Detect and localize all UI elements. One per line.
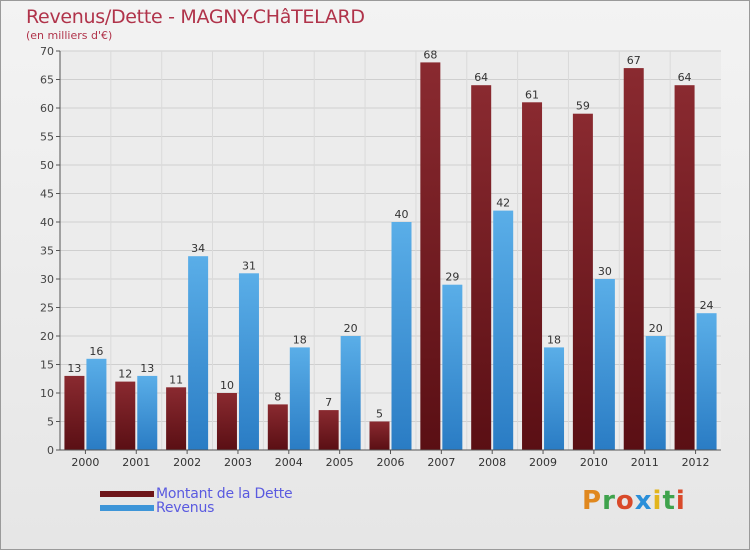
logo-letter: o [615,486,635,516]
legend-label-revenus: Revenus [156,500,215,516]
bar-revenus [594,279,615,450]
bar-label-dette: 59 [576,100,590,113]
x-tick-label: 2000 [71,456,99,469]
x-tick-label: 2012 [682,456,710,469]
bar-dette [64,375,85,450]
bar-dette [420,62,441,451]
bar-label-revenus: 18 [547,333,561,346]
bar-dette [267,404,288,450]
bar-dette [369,421,390,450]
y-tick-label: 45 [40,188,54,201]
bar-label-dette: 7 [325,396,332,409]
x-tick-label: 2010 [580,456,608,469]
logo-letter: P [582,486,603,516]
bar-label-revenus: 30 [598,265,612,278]
bar-label-revenus: 42 [496,197,510,210]
logo-letter: i [675,486,686,516]
y-tick-label: 20 [40,330,54,343]
logo-letter: r [602,486,616,516]
y-tick-label: 25 [40,302,54,315]
bar-revenus [238,273,259,450]
x-tick-label: 2008 [478,456,506,469]
bar-label-revenus: 20 [344,322,358,335]
bar-label-revenus: 29 [445,271,459,284]
bar-revenus [544,347,565,450]
x-tick-label: 2002 [173,456,201,469]
x-tick-label: 2005 [326,456,354,469]
legend-swatch-dette [100,491,154,497]
bar-label-dette: 12 [118,368,132,381]
y-tick-label: 35 [40,245,54,258]
bar-revenus [340,336,361,450]
bar-label-revenus: 13 [140,362,154,375]
legend-label-dette: Montant de la Dette [156,486,293,502]
bar-revenus [188,256,209,450]
x-tick-label: 2007 [427,456,455,469]
bar-label-revenus: 16 [89,345,103,358]
bar-dette [115,381,136,450]
bar-revenus [442,284,463,450]
bar-label-revenus: 40 [395,208,409,221]
bar-revenus [391,222,412,450]
y-tick-label: 55 [40,131,54,144]
y-tick-label: 5 [47,416,54,429]
y-tick-label: 70 [40,45,54,58]
x-tick-label: 2004 [275,456,303,469]
logo-letter: x [634,486,653,516]
bar-dette [674,85,695,450]
logo-letter: i [652,486,663,516]
bar-label-dette: 68 [423,48,437,61]
bar-revenus [696,313,717,450]
bar-label-revenus: 18 [293,333,307,346]
bar-label-dette: 67 [627,54,641,67]
logo-letter: t [662,486,676,516]
bar-dette [166,387,187,450]
bar-label-dette: 5 [376,408,383,421]
bar-label-dette: 10 [220,379,234,392]
bar-dette [522,102,543,451]
y-tick-label: 60 [40,102,54,115]
bar-dette [572,113,593,450]
bar-label-dette: 11 [169,373,183,386]
bar-label-revenus: 31 [242,259,256,272]
proxiti-logo: Proxiti [582,486,686,516]
bar-label-dette: 8 [274,390,281,403]
bar-dette [623,68,644,450]
y-tick-label: 30 [40,273,54,286]
x-tick-label: 2001 [122,456,150,469]
bar-revenus [137,375,158,450]
x-tick-label: 2006 [377,456,405,469]
bar-revenus [86,358,107,450]
x-tick-label: 2003 [224,456,252,469]
bar-label-dette: 64 [474,71,488,84]
y-tick-label: 0 [47,444,54,457]
bar-revenus [289,347,310,450]
bar-revenus [645,336,666,450]
y-tick-label: 40 [40,216,54,229]
bar-dette [471,85,492,450]
bar-label-dette: 13 [67,362,81,375]
legend-item-dette: Montant de la Dette [100,486,293,502]
y-tick-label: 50 [40,159,54,172]
bar-label-revenus: 24 [700,299,714,312]
bar-dette [216,393,237,450]
bar-label-revenus: 34 [191,242,205,255]
legend-item-revenus: Revenus [100,500,215,516]
bar-dette [318,410,339,450]
chart-title: Revenus/Dette - MAGNY-CHâTELARD [26,6,365,28]
bar-label-dette: 61 [525,88,539,101]
legend-swatch-revenus [100,505,154,511]
x-tick-label: 2011 [631,456,659,469]
bar-label-dette: 64 [678,71,692,84]
y-tick-label: 15 [40,359,54,372]
chart-subtitle: (en milliers d'€) [26,29,113,42]
bar-revenus [493,210,514,450]
x-tick-label: 2009 [529,456,557,469]
bar-label-revenus: 20 [649,322,663,335]
y-tick-label: 10 [40,387,54,400]
y-tick-label: 65 [40,74,54,87]
